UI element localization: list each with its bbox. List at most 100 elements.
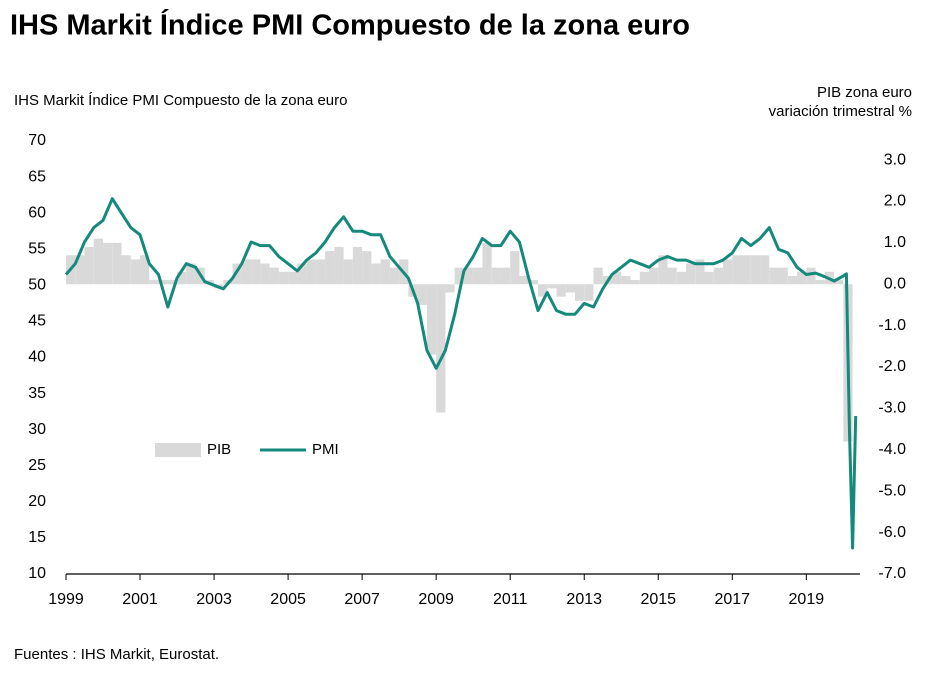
gdp-bar: [621, 275, 631, 285]
gdp-bar: [454, 267, 464, 285]
y2-tick-label: -2.0: [878, 358, 906, 375]
x-tick-label: 2007: [344, 591, 380, 608]
gdp-bar: [389, 267, 400, 285]
gdp-bar: [649, 267, 659, 285]
gdp-bar: [482, 242, 492, 285]
legend-swatch: [155, 443, 201, 457]
y2-tick-label: -3.0: [878, 400, 906, 417]
gdp-bar: [769, 267, 779, 285]
y-tick-label: 45: [28, 313, 46, 330]
gdp-bar: [93, 238, 104, 285]
x-tick-label: 2003: [196, 591, 232, 608]
gdp-bar: [315, 259, 326, 285]
gdp-bar: [491, 267, 501, 285]
y2-axis-label: PIB zona euro: [817, 84, 912, 101]
y2-tick-label: -5.0: [878, 482, 906, 499]
gdp-bar: [288, 271, 298, 285]
y2-axis-label: variación trimestral %: [769, 103, 912, 120]
gdp-bar: [565, 284, 575, 293]
gdp-bar: [797, 271, 807, 285]
gdp-bar: [834, 280, 844, 285]
gdp-bar: [574, 284, 585, 301]
gdp-bar: [676, 271, 687, 285]
y2-tick-label: -7.0: [878, 565, 906, 582]
gdp-bar: [787, 275, 798, 285]
y-tick-label: 70: [28, 132, 46, 149]
gdp-bar: [297, 263, 307, 285]
gdp-bar: [130, 259, 141, 285]
gdp-bar: [704, 271, 714, 285]
gdp-bar: [158, 280, 168, 285]
gdp-bar: [149, 280, 159, 285]
y2-tick-label: 3.0: [884, 151, 906, 168]
gdp-bar: [584, 284, 594, 301]
gdp-bar: [343, 259, 353, 285]
gdp-bar: [593, 267, 603, 285]
x-tick-label: 2015: [640, 591, 676, 608]
gdp-bar: [713, 267, 724, 285]
gdp-bar: [121, 255, 131, 285]
gdp-bar: [760, 255, 770, 285]
gdp-bar: [473, 267, 483, 285]
x-tick-label: 2017: [714, 591, 750, 608]
gdp-bar: [186, 263, 196, 285]
gdp-bar: [103, 242, 113, 285]
y-axis-label: IHS Markit Índice PMI Compuesto de la zo…: [14, 92, 348, 109]
y-tick-label: 10: [28, 565, 46, 582]
gdp-bar: [380, 259, 390, 285]
gdp-bar: [630, 280, 640, 285]
y-tick-label: 30: [28, 421, 46, 438]
gdp-bar: [695, 259, 705, 285]
gdp-bar: [537, 284, 548, 297]
gdp-bar: [112, 242, 122, 285]
y-tick-label: 65: [28, 168, 46, 185]
gdp-bar: [556, 284, 566, 297]
y-tick-label: 35: [28, 385, 46, 402]
x-tick-label: 2011: [493, 591, 528, 608]
gdp-bar: [426, 284, 437, 355]
y-tick-label: 15: [28, 529, 46, 546]
x-tick-label: 2005: [270, 591, 306, 608]
gdp-bar: [741, 255, 751, 285]
gdp-bar: [232, 263, 242, 285]
gdp-bar: [815, 280, 825, 285]
gdp-bar: [269, 267, 279, 285]
gdp-bar: [778, 267, 788, 285]
gdp-bar: [500, 267, 511, 285]
legend-label: PMI: [312, 441, 339, 458]
x-tick-label: 2013: [566, 591, 602, 608]
chart-title: IHS Markit Índice PMI Compuesto de la zo…: [10, 8, 690, 42]
gdp-bar: [167, 280, 178, 285]
gdp-bar: [463, 267, 474, 285]
y2-tick-label: -4.0: [878, 441, 906, 458]
gdp-bar: [260, 263, 270, 285]
gdp-bar: [241, 259, 252, 285]
y2-tick-label: 1.0: [884, 234, 906, 251]
gdp-bar: [306, 259, 316, 285]
y-tick-label: 60: [28, 204, 46, 221]
gdp-bar: [686, 263, 696, 285]
gdp-bar: [140, 255, 150, 285]
y2-tick-label: -6.0: [878, 524, 906, 541]
x-tick-label: 2001: [122, 591, 158, 608]
gdp-bar: [334, 246, 344, 285]
gdp-bar: [519, 275, 529, 285]
gdp-bar: [371, 263, 381, 285]
gdp-bar: [723, 259, 733, 285]
source-note: Fuentes : IHS Markit, Eurostat.: [14, 646, 219, 663]
gdp-bar: [352, 246, 363, 285]
gdp-bar: [278, 271, 289, 285]
y-tick-label: 55: [28, 240, 46, 257]
y2-tick-label: 0.0: [884, 275, 906, 292]
gdp-bar: [362, 251, 372, 285]
gdp-bar: [639, 271, 650, 285]
x-tick-label: 2019: [789, 591, 825, 608]
gdp-bar: [75, 255, 85, 285]
gdp-bar: [806, 267, 816, 285]
gdp-bar: [84, 246, 94, 285]
gdp-bar: [750, 255, 761, 285]
gdp-bar: [325, 251, 335, 285]
gdp-bar: [510, 251, 520, 285]
gdp-bar: [732, 255, 742, 285]
y2-tick-label: -1.0: [878, 317, 906, 334]
